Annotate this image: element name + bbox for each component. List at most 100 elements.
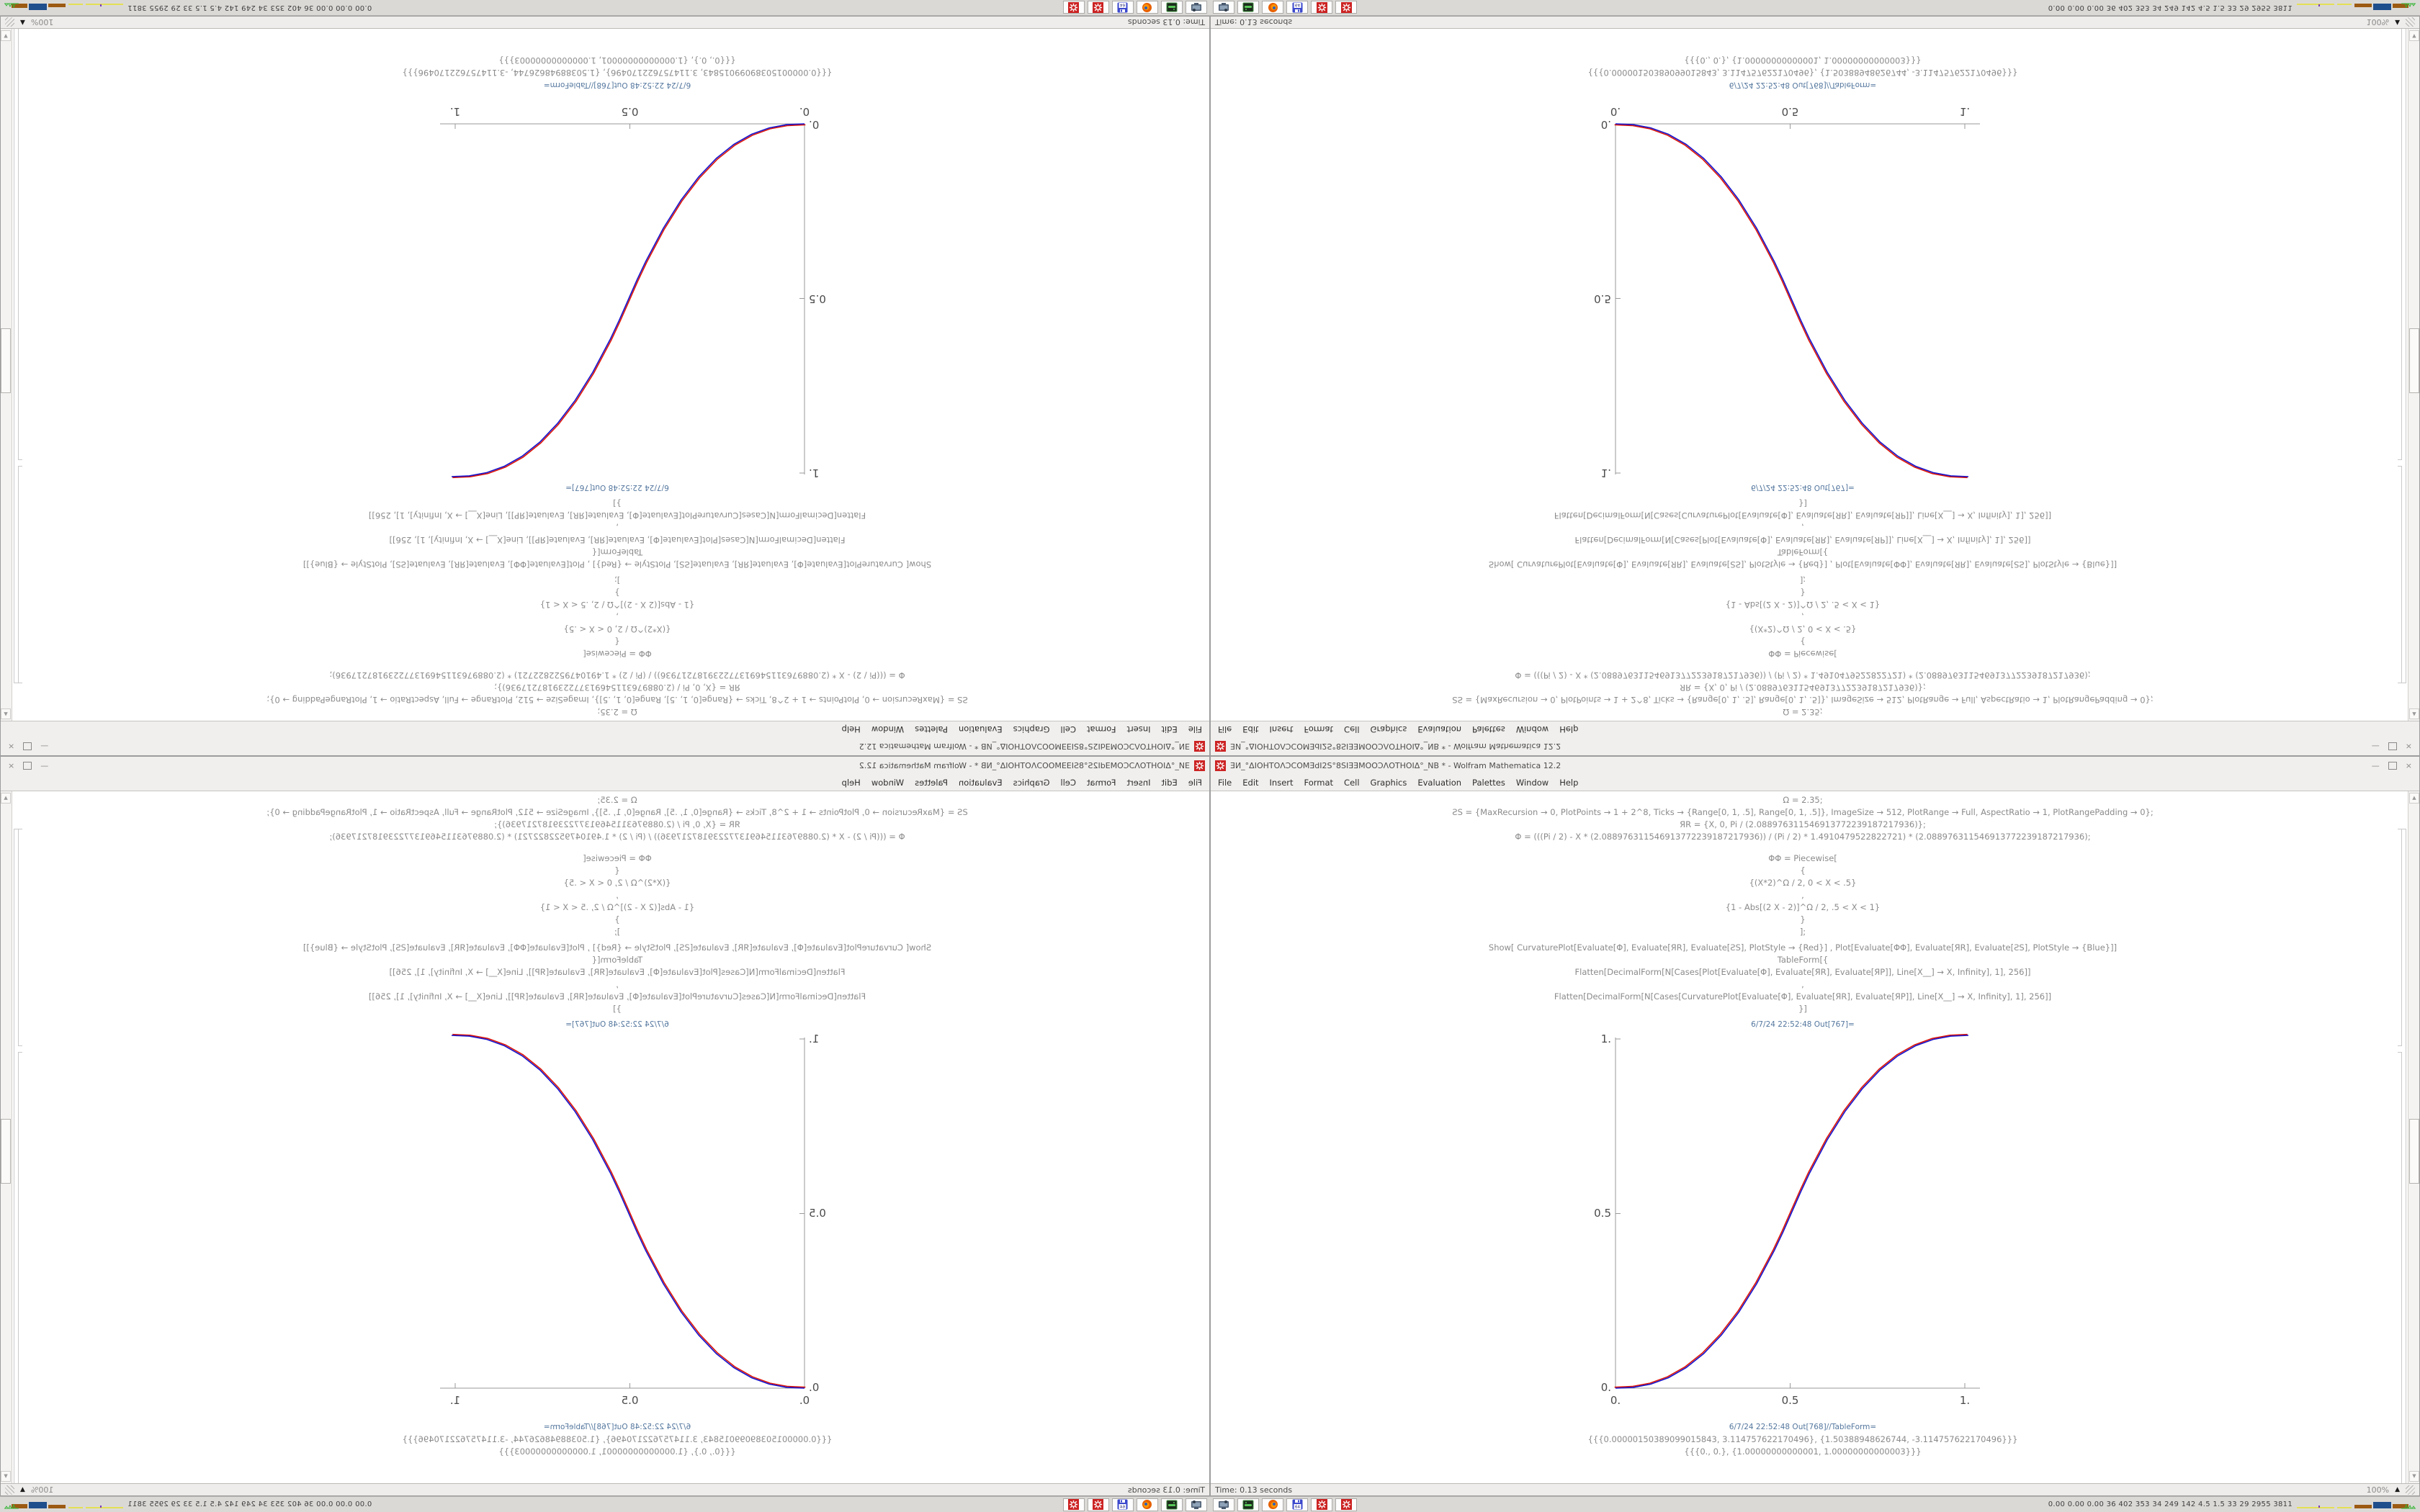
zoom-widget-icon[interactable]: ▲ xyxy=(2395,1486,2400,1493)
taskbar-network-drive-button[interactable] xyxy=(1161,1,1183,14)
zoom-widget-icon[interactable]: ▲ xyxy=(20,19,25,26)
menu-window[interactable]: Window xyxy=(1515,724,1549,734)
maximize-button[interactable] xyxy=(2388,742,2397,750)
menu-help[interactable]: Help xyxy=(1559,724,1579,734)
zoom-widget-icon[interactable]: ▲ xyxy=(20,1486,25,1493)
menu-insert[interactable]: Insert xyxy=(1269,778,1294,788)
title-bar[interactable]: ƎИ_°ΔIOHTOΛƆCOMƎdI2S°8SIƎƎMOOƆΛOTHOIΔ°_N… xyxy=(1,757,1209,775)
maximize-button[interactable] xyxy=(23,762,32,770)
taskbar-network-drive-button[interactable] xyxy=(1237,1498,1259,1511)
taskbar-screenshot-tool-button[interactable] xyxy=(1186,1498,1207,1511)
menu-format[interactable]: Format xyxy=(1086,724,1116,734)
cell-group-bracket[interactable] xyxy=(2402,29,2406,683)
vertical-scrollbar[interactable]: ▲ ▼ xyxy=(2408,29,2419,721)
zoom-level[interactable]: 100% xyxy=(30,1485,54,1495)
menu-palettes[interactable]: Palettes xyxy=(1472,778,1505,788)
taskbar-network-drive-button[interactable] xyxy=(1237,1,1259,14)
output-cell-bracket[interactable] xyxy=(2398,29,2402,460)
vertical-scrollbar[interactable]: ▲ ▼ xyxy=(1,791,12,1483)
menu-file[interactable]: File xyxy=(1188,778,1202,788)
menu-insert[interactable]: Insert xyxy=(1126,724,1151,734)
menu-evaluation[interactable]: Evaluation xyxy=(1417,724,1462,734)
menu-palettes[interactable]: Palettes xyxy=(1472,724,1505,734)
menu-palettes[interactable]: Palettes xyxy=(915,778,948,788)
close-button[interactable]: × xyxy=(8,761,15,770)
resize-grip[interactable] xyxy=(2406,17,2415,27)
menu-file[interactable]: File xyxy=(1218,778,1232,788)
input-cell-code[interactable]: Ω = 2.35; ƧS = {MaxRecursion → 0, PlotPo… xyxy=(266,795,968,1014)
close-button[interactable]: × xyxy=(2405,742,2412,751)
minimize-button[interactable]: — xyxy=(2371,761,2380,770)
input-cell-code[interactable]: Ω = 2.35; ƧS = {MaxRecursion → 0, PlotPo… xyxy=(1452,795,2154,1014)
scroll-up-arrow-icon[interactable]: ▲ xyxy=(1,708,11,719)
scroll-down-arrow-icon[interactable]: ▼ xyxy=(2409,30,2419,41)
menu-format[interactable]: Format xyxy=(1304,778,1334,788)
zoom-level[interactable]: 100% xyxy=(2366,17,2390,27)
taskbar-floppy-64-button[interactable]: 64 xyxy=(1286,1498,1308,1511)
menu-edit[interactable]: Edit xyxy=(1161,778,1178,788)
menu-evaluation[interactable]: Evaluation xyxy=(1417,778,1462,788)
menu-graphics[interactable]: Graphics xyxy=(1370,778,1407,788)
menu-evaluation[interactable]: Evaluation xyxy=(958,724,1003,734)
resize-grip[interactable] xyxy=(5,1485,14,1495)
taskbar-firefox-button[interactable] xyxy=(1262,1498,1283,1511)
menu-help[interactable]: Help xyxy=(841,724,861,734)
menu-cell[interactable]: Cell xyxy=(1060,778,1076,788)
input-cell-bracket[interactable] xyxy=(18,829,22,1046)
zoom-level[interactable]: 100% xyxy=(2366,1485,2390,1495)
menu-help[interactable]: Help xyxy=(841,778,861,788)
taskbar-firefox-button[interactable] xyxy=(1137,1,1158,14)
menu-window[interactable]: Window xyxy=(871,778,905,788)
taskbar-floppy-64-button[interactable]: 64 xyxy=(1286,1,1308,14)
title-bar[interactable]: ƎИ_°ΔIOHTOΛƆCOMƎdI2S°8SIƎƎMOOƆΛOTHOIΔ°_N… xyxy=(1211,757,2419,775)
taskbar-mathematica-button-2[interactable] xyxy=(1335,1,1357,14)
taskbar-firefox-button[interactable] xyxy=(1262,1,1283,14)
menu-format[interactable]: Format xyxy=(1304,724,1334,734)
menu-help[interactable]: Help xyxy=(1559,778,1579,788)
taskbar-mathematica-button-1[interactable] xyxy=(1088,1498,1109,1511)
scroll-up-arrow-icon[interactable]: ▲ xyxy=(2409,708,2419,719)
menu-cell[interactable]: Cell xyxy=(1344,778,1360,788)
close-button[interactable]: × xyxy=(2405,761,2412,770)
taskbar-screenshot-tool-button[interactable] xyxy=(1213,1498,1234,1511)
input-cell-bracket[interactable] xyxy=(2398,466,2402,683)
menu-edit[interactable]: Edit xyxy=(1242,724,1259,734)
scroll-down-arrow-icon[interactable]: ▼ xyxy=(1,30,11,41)
title-bar[interactable]: ƎИ_°ΔIOHTOΛƆCOMƎdI2S°8SIƎƎMOOƆΛOTHOIΔ°_N… xyxy=(1211,737,2419,755)
taskbar-screenshot-tool-button[interactable] xyxy=(1213,1,1234,14)
scrollbar-thumb[interactable] xyxy=(1,328,11,393)
minimize-button[interactable]: — xyxy=(40,742,49,751)
minimize-button[interactable]: — xyxy=(2371,742,2380,751)
taskbar-screenshot-tool-button[interactable] xyxy=(1186,1,1207,14)
resize-grip[interactable] xyxy=(2406,1485,2415,1495)
title-bar[interactable]: ƎИ_°ΔIOHTOΛƆCOMƎdI2S°8SIƎƎMOOƆΛOTHOIΔ°_N… xyxy=(1,737,1209,755)
input-cell-code[interactable]: Ω = 2.35; ƧS = {MaxRecursion → 0, PlotPo… xyxy=(1452,498,2154,717)
menu-evaluation[interactable]: Evaluation xyxy=(958,778,1003,788)
scroll-down-arrow-icon[interactable]: ▼ xyxy=(1,1471,11,1482)
input-cell-bracket[interactable] xyxy=(2398,829,2402,1046)
taskbar-floppy-64-button[interactable]: 64 xyxy=(1112,1,1134,14)
vertical-scrollbar[interactable]: ▲ ▼ xyxy=(2408,791,2419,1483)
menu-format[interactable]: Format xyxy=(1086,778,1116,788)
close-button[interactable]: × xyxy=(8,742,15,751)
taskbar-floppy-64-button[interactable]: 64 xyxy=(1112,1498,1134,1511)
output-cell-bracket[interactable] xyxy=(18,29,22,460)
scroll-up-arrow-icon[interactable]: ▲ xyxy=(1,793,11,804)
maximize-button[interactable] xyxy=(23,742,32,750)
scroll-up-arrow-icon[interactable]: ▲ xyxy=(2409,793,2419,804)
scrollbar-thumb[interactable] xyxy=(2409,328,2419,393)
resize-grip[interactable] xyxy=(5,17,14,27)
menu-edit[interactable]: Edit xyxy=(1161,724,1178,734)
menu-window[interactable]: Window xyxy=(1515,778,1549,788)
input-cell-bracket[interactable] xyxy=(18,466,22,683)
input-cell-code[interactable]: Ω = 2.35; ƧS = {MaxRecursion → 0, PlotPo… xyxy=(266,498,968,717)
output-cell-bracket[interactable] xyxy=(18,1052,22,1483)
vertical-scrollbar[interactable]: ▲ ▼ xyxy=(1,29,12,721)
menu-insert[interactable]: Insert xyxy=(1126,778,1151,788)
menu-edit[interactable]: Edit xyxy=(1242,778,1259,788)
menu-palettes[interactable]: Palettes xyxy=(915,724,948,734)
taskbar-mathematica-button-2[interactable] xyxy=(1063,1498,1085,1511)
taskbar-firefox-button[interactable] xyxy=(1137,1498,1158,1511)
menu-cell[interactable]: Cell xyxy=(1344,724,1360,734)
menu-graphics[interactable]: Graphics xyxy=(1013,778,1050,788)
